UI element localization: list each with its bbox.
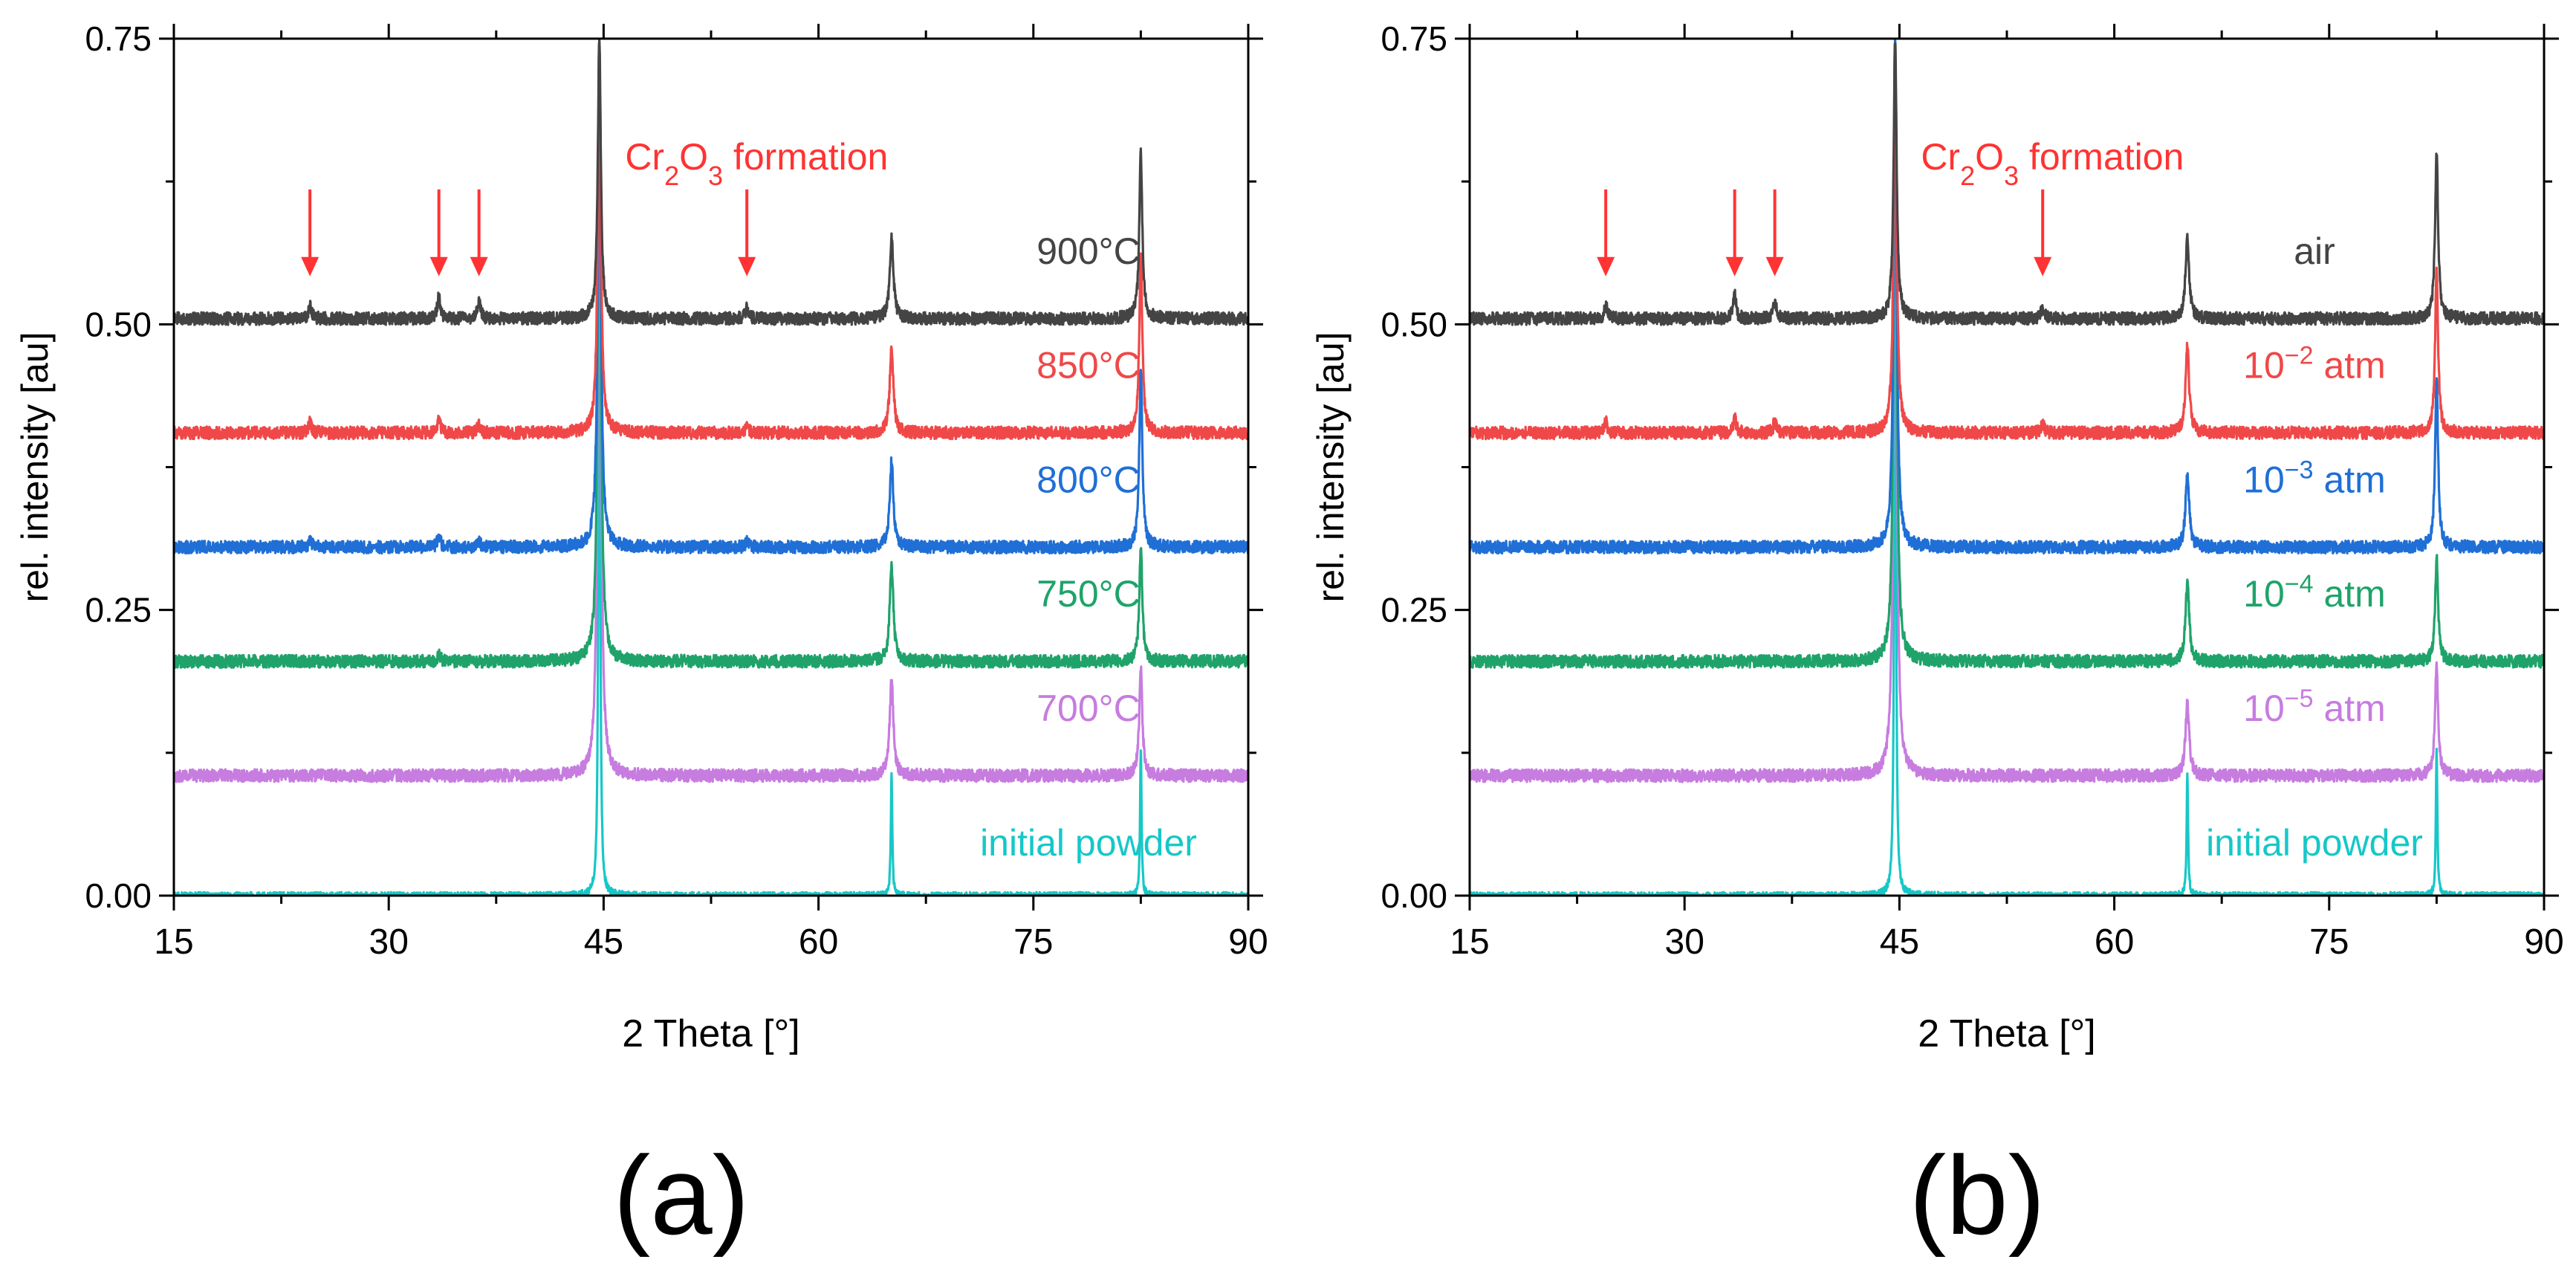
x-tick-label: 45 — [584, 922, 623, 962]
panel-a: 15 30 45 60 75 90 0.00 0.25 0.50 0.75 2 Theta [°] r… — [14, 19, 1268, 1258]
panel-label: (b) — [1909, 1133, 2045, 1258]
x-tick-label: 15 — [154, 922, 193, 962]
y-axis-label: rel. intensity [au] — [14, 331, 56, 602]
x-tick-label: 45 — [1880, 922, 1919, 962]
series-line-5 — [174, 39, 1248, 326]
y-tick-label: 0.00 — [85, 876, 152, 915]
x-tick-label: 30 — [369, 922, 409, 962]
series-label: 900°C — [1036, 230, 1141, 272]
x-axis-label: 2 Theta [°] — [622, 1012, 800, 1055]
traces — [1470, 39, 2544, 896]
series-label: 10−3 atm — [2243, 456, 2386, 500]
series-line-3 — [1470, 39, 2544, 555]
x-tick-label: 60 — [2095, 922, 2134, 962]
cr2o3-annotation: Cr2O3 formation — [1921, 136, 2184, 191]
y-axis-label: rel. intensity [au] — [1310, 331, 1352, 602]
y-tick-label: 0.75 — [85, 19, 152, 58]
y-tick-label: 0.75 — [1381, 19, 1447, 58]
panel-label: (a) — [613, 1133, 749, 1258]
x-tick-label: 15 — [1450, 922, 1489, 962]
cr2o3-arrow-head — [1597, 256, 1615, 276]
x-tick-label: 90 — [2524, 922, 2563, 962]
series-label: 800°C — [1036, 459, 1141, 500]
series-label: 750°C — [1036, 573, 1141, 615]
series-line-4 — [1470, 42, 2544, 441]
series-line-1 — [174, 49, 1248, 783]
panel-b: 15 30 45 60 75 90 0.00 0.25 0.50 0.75 2 Theta [°] r… — [1310, 19, 2564, 1258]
x-tick-label: 60 — [799, 922, 838, 962]
series-label: 10−4 atm — [2243, 570, 2386, 615]
x-tick-label: 75 — [1013, 922, 1053, 962]
series-label: 850°C — [1036, 345, 1141, 386]
cr2o3-arrow-head — [2034, 256, 2052, 276]
series-line-1 — [1470, 39, 2544, 783]
series-line-5 — [1470, 42, 2544, 326]
series-line-0 — [1470, 39, 2544, 896]
cr2o3-arrow-head — [470, 256, 488, 276]
series-label: initial powder — [2206, 822, 2423, 864]
series-label: 10−2 atm — [2243, 342, 2386, 386]
y-tick-label: 0.25 — [1381, 591, 1447, 630]
cr2o3-annotation: Cr2O3 formation — [625, 136, 888, 191]
series-line-4 — [174, 39, 1248, 441]
series-label: initial powder — [980, 822, 1197, 864]
series-line-2 — [174, 42, 1248, 669]
cr2o3-arrow-head — [429, 256, 448, 276]
x-tick-label: 75 — [2309, 922, 2349, 962]
cr2o3-arrow-head — [301, 256, 319, 276]
y-tick-label: 0.50 — [85, 305, 152, 343]
series-label: 700°C — [1036, 688, 1141, 729]
y-tick-label: 0.50 — [1381, 305, 1447, 343]
y-tick-label: 0.25 — [85, 591, 152, 630]
series-label: 10−5 atm — [2243, 685, 2386, 729]
cr2o3-arrow-head — [1765, 256, 1784, 276]
x-tick-label: 90 — [1228, 922, 1268, 962]
x-axis-label: 2 Theta [°] — [1918, 1012, 2096, 1055]
series-line-2 — [1470, 45, 2544, 669]
y-tick-label: 0.00 — [1381, 876, 1447, 915]
cr2o3-arrow-head — [738, 256, 756, 276]
x-tick-label: 30 — [1665, 922, 1704, 962]
cr2o3-arrow-head — [1725, 256, 1744, 276]
series-label: air — [2294, 230, 2335, 272]
series-line-3 — [174, 47, 1248, 555]
